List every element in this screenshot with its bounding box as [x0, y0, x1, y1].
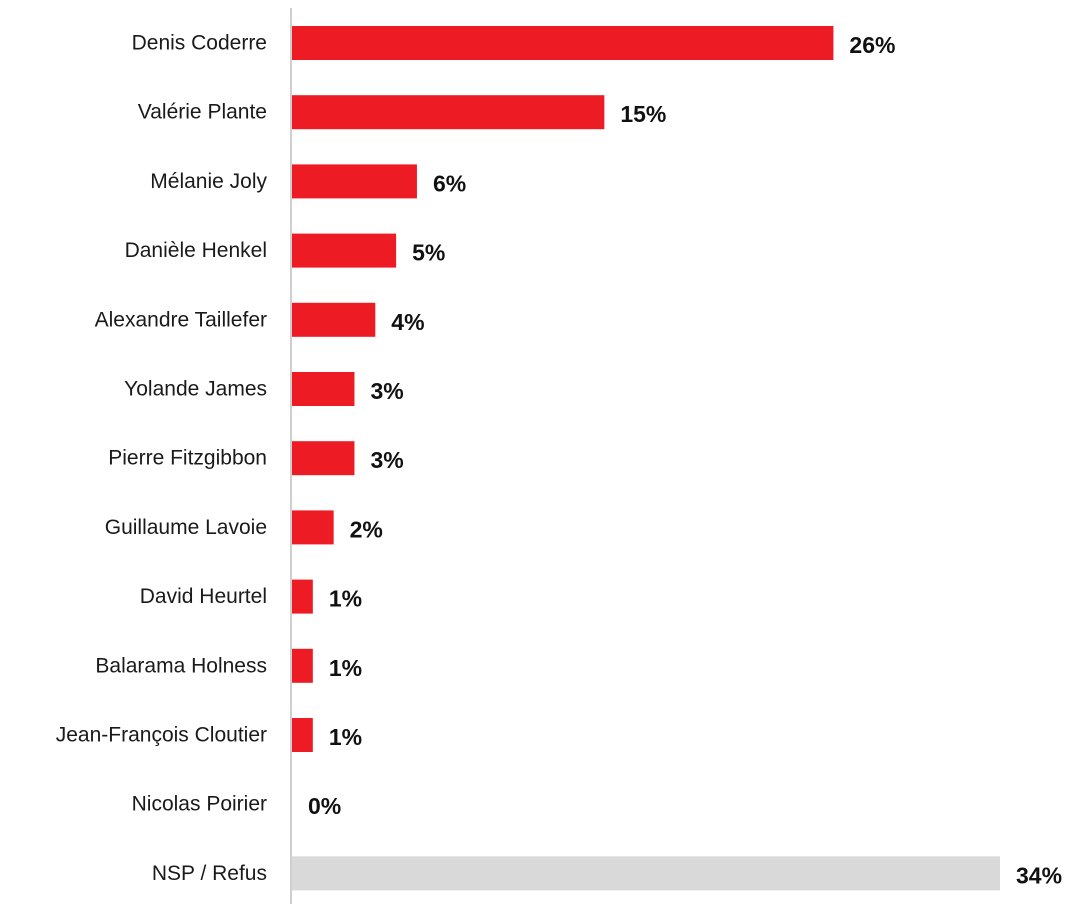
bar — [292, 441, 355, 476]
category-label: Jean-François Cloutier — [56, 724, 267, 747]
value-label: 2% — [350, 516, 383, 542]
bar — [292, 648, 313, 683]
value-label: 1% — [329, 655, 362, 681]
value-label: 3% — [370, 378, 403, 404]
value-label: 26% — [849, 32, 895, 58]
value-label: 3% — [370, 447, 403, 473]
bar — [292, 233, 397, 268]
bar — [292, 510, 334, 545]
bar — [292, 579, 313, 614]
value-label: 5% — [412, 240, 445, 266]
category-label: Danièle Henkel — [125, 239, 267, 262]
category-label: Yolande James — [124, 378, 267, 401]
bar — [292, 856, 1000, 891]
category-label: Denis Coderre — [132, 32, 267, 55]
bar — [292, 302, 376, 337]
value-label: 1% — [329, 724, 362, 750]
category-label: Alexandre Taillefer — [95, 308, 267, 331]
category-label: David Heurtel — [140, 585, 267, 608]
bar — [292, 372, 355, 406]
category-label: Balarama Holness — [95, 654, 267, 677]
bars-group: Denis Coderre 26% Valérie Plante 15% Mélanie… — [56, 26, 1062, 891]
bar — [292, 164, 417, 199]
value-label: 1% — [329, 586, 362, 612]
category-label: Nicolas Poirier — [132, 793, 267, 816]
value-label: 4% — [391, 309, 424, 335]
bar — [292, 718, 313, 752]
value-label: 0% — [308, 793, 341, 819]
category-label: NSP / Refus — [152, 862, 267, 885]
bar — [292, 95, 605, 130]
category-label: Mélanie Joly — [150, 170, 267, 193]
value-label: 34% — [1016, 862, 1062, 888]
bar — [292, 26, 834, 60]
category-label: Valérie Plante — [138, 101, 267, 124]
category-label: Guillaume Lavoie — [105, 516, 267, 539]
value-label: 6% — [433, 170, 466, 196]
value-label: 15% — [620, 101, 666, 127]
category-label: Pierre Fitzgibbon — [108, 447, 267, 470]
